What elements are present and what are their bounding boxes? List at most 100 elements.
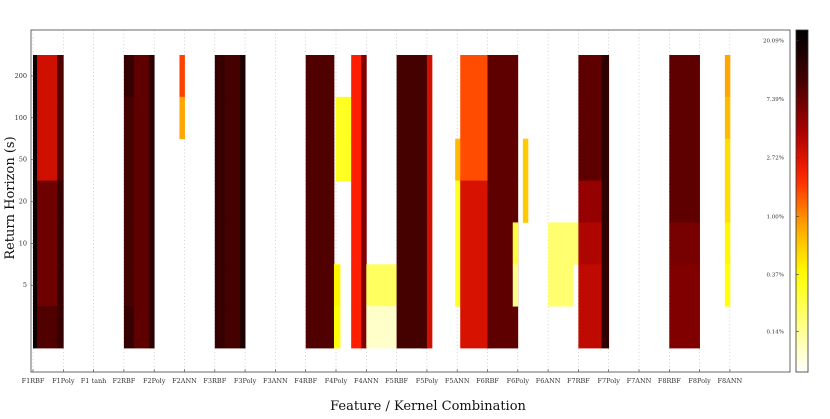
heatmap-cell: [224, 264, 241, 307]
x-tick-labels: F1RBF F1Poly F1 tanh F2RBF F2Poly F2ANN F3RBF F…: [22, 369, 743, 385]
heatmap-cell: [57, 264, 64, 307]
heatmap-cell: [333, 264, 341, 307]
heatmap-cell: [578, 222, 603, 265]
heatmap-cell: [133, 180, 150, 223]
heatmap-cell: [224, 180, 241, 223]
heatmap-cell: [240, 222, 246, 265]
colorbar-tick-label: 0.14%: [767, 329, 784, 335]
heatmap-cell: [669, 180, 700, 223]
heatmap-cell: [426, 96, 433, 140]
x-tick-label: F7ANN: [627, 377, 652, 385]
heatmap-cell: [149, 180, 155, 223]
y-tick-labels: 5 10 20 50 100 200: [15, 72, 34, 289]
heatmap-cell: [240, 55, 246, 98]
heatmap-cell: [548, 264, 574, 307]
x-tick-label: F8ANN: [718, 377, 743, 385]
heatmap-cell: [455, 264, 461, 307]
heatmap-cell: [426, 138, 433, 181]
x-tick-label: F5RBF: [385, 377, 408, 385]
x-tick-label: F8RBF: [658, 377, 681, 385]
heatmap-cell: [578, 180, 603, 223]
heatmap-cell: [351, 222, 362, 265]
heatmap-cell: [33, 55, 38, 98]
heatmap-cell: [179, 96, 185, 140]
heatmap-cell: [351, 55, 362, 98]
heatmap-cell: [37, 306, 58, 349]
heatmap-cell: [149, 55, 155, 98]
heatmap-cell: [133, 306, 150, 349]
x-axis-label: Feature / Kernel Combination: [330, 399, 526, 414]
x-tick-label: F6Poly: [507, 377, 530, 385]
heatmap-cell: [669, 96, 700, 140]
heatmap-cell: [123, 96, 135, 140]
heatmap-cell: [240, 306, 246, 349]
y-tick-label: 100: [15, 114, 27, 122]
heatmap-cell: [669, 264, 700, 307]
heatmap-cell: [601, 180, 610, 223]
heatmap-cell: [224, 96, 241, 140]
heatmap-cell: [522, 180, 529, 223]
x-tick-label: F1RBF: [22, 377, 45, 385]
heatmap-cell: [333, 306, 341, 349]
heatmap-cell: [460, 138, 491, 181]
heatmap-cell: [361, 222, 367, 265]
heatmap-cell: [601, 306, 610, 349]
heatmap-cell: [460, 264, 491, 307]
heatmap-cell: [57, 222, 64, 265]
colorbar: [795, 29, 809, 373]
heatmap-cell: [33, 222, 38, 265]
heatmap-cell: [455, 222, 461, 265]
x-tick-label: F3Poly: [234, 377, 257, 385]
heatmap-cell: [305, 306, 335, 349]
heatmap-cell: [578, 264, 603, 307]
heatmap-cell: [57, 55, 64, 98]
heatmap-cell: [724, 138, 731, 181]
heatmap-cell: [123, 138, 135, 181]
heatmap-cell: [460, 55, 491, 98]
heatmap-cell: [240, 264, 246, 307]
x-tick-label: F1Poly: [52, 377, 75, 385]
heatmap-cell: [366, 306, 397, 349]
x-tick-label: F5Poly: [416, 377, 439, 385]
heatmap-cell: [487, 138, 519, 181]
heatmap-cell: [460, 306, 491, 349]
heatmap-cell: [578, 138, 603, 181]
heatmap-cell: [512, 264, 519, 307]
x-tick-label: F6ANN: [536, 377, 561, 385]
heatmap-cell: [361, 264, 367, 307]
heatmap-cell: [426, 55, 433, 98]
x-tick-label: F2ANN: [172, 377, 197, 385]
heatmap-cell: [305, 96, 335, 140]
y-tick-label: 50: [19, 156, 27, 164]
heatmap-cell: [240, 96, 246, 140]
heatmap-cell: [724, 96, 731, 140]
heatmap-cell: [33, 264, 38, 307]
heatmap-cell: [133, 264, 150, 307]
heatmap-cell: [487, 55, 519, 98]
heatmap-cell: [37, 264, 58, 307]
heatmap-cell: [224, 55, 241, 98]
heatmap-cell: [351, 306, 362, 349]
heatmap-cell: [601, 264, 610, 307]
heatmap-cell: [421, 96, 428, 140]
x-tick-label: F5ANN: [445, 377, 470, 385]
heatmap-cell: [37, 222, 58, 265]
heatmap-cell: [724, 264, 731, 307]
heatmap-cell: [133, 222, 150, 265]
colorbar-tick-label: 1.00%: [767, 214, 784, 220]
heatmap-cell: [361, 138, 367, 181]
x-tick-label: F7RBF: [567, 377, 590, 385]
heatmap-cell: [37, 180, 58, 223]
heatmap-cell: [33, 96, 38, 140]
heatmap-cell: [149, 138, 155, 181]
heatmap-cell: [57, 138, 64, 181]
heatmap-cell: [224, 306, 241, 349]
heatmap-cell: [421, 264, 428, 307]
heatmap-cell: [460, 96, 491, 140]
colorbar-tick-label: 2.72%: [767, 156, 784, 162]
heatmap-cell: [33, 138, 38, 181]
heatmap-cell: [149, 222, 155, 265]
heatmap-cell: [601, 138, 610, 181]
x-tick-label: F2Poly: [143, 377, 166, 385]
heatmap-cell: [421, 306, 428, 349]
